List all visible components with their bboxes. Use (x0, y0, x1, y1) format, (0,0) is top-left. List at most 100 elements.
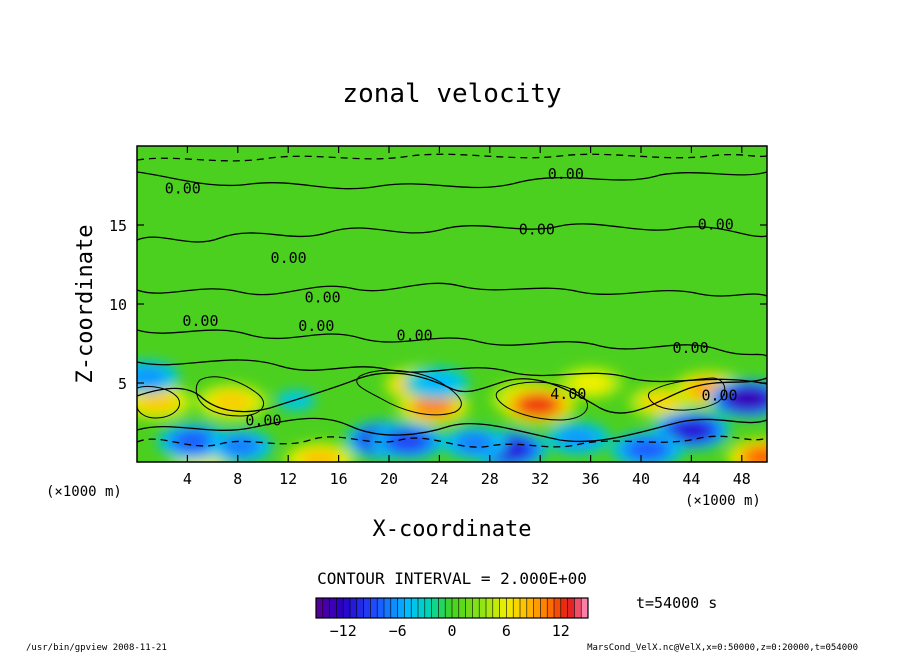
colorbar-segment (581, 598, 589, 618)
colorbar-segment (486, 598, 494, 618)
colorbar-segment (492, 598, 501, 618)
x-tick-label: 44 (682, 470, 700, 488)
colorbar-segment (554, 598, 562, 618)
colorbar-segment (452, 598, 460, 618)
colorbar-segment (574, 598, 582, 618)
colorbar-segment (404, 598, 412, 618)
colorbar-segment (465, 598, 473, 618)
heatmap-cell (174, 431, 214, 452)
contour-label: 0.00 (271, 249, 307, 267)
contour-line (137, 282, 767, 297)
contour-label: 0.00 (548, 165, 584, 183)
colorbar-segment (350, 598, 358, 618)
colorbar-segment (431, 598, 439, 618)
heatmap-cell (211, 391, 252, 413)
contour-label: 0.00 (182, 312, 218, 330)
colorbar-segment (356, 598, 365, 618)
heatmap-cell (571, 372, 611, 394)
heatmap-cell (641, 391, 681, 413)
colorbar-segment (540, 598, 548, 618)
heatmap-cell (744, 446, 767, 462)
contour-line (495, 381, 588, 421)
colorbar-segment (377, 598, 385, 618)
contour-line (137, 385, 180, 419)
contour-label: 0.00 (305, 288, 341, 306)
footer-left: /usr/bin/gpview 2008-11-21 (26, 643, 167, 653)
contour-label: 0.00 (245, 412, 281, 430)
contour-line (647, 377, 726, 411)
plot-area: 0.00 0.00 0.00 0.00 0.00 0.00 0.00 0.00 0.00 0.00… (137, 146, 767, 462)
contour-label: 4.00 (550, 385, 586, 403)
heatmap-cell (300, 450, 340, 462)
colorbar-segment (316, 598, 324, 618)
chart-title: zonal velocity (342, 79, 561, 109)
colorbar-segment (384, 598, 392, 618)
x-tick-label: 36 (582, 470, 600, 488)
contour-line (137, 153, 767, 162)
colorbar-segment (363, 598, 371, 618)
contour-line (137, 329, 767, 357)
heatmap-cell (137, 366, 167, 388)
colorbar-segment (397, 598, 405, 618)
x-tick-label: 16 (330, 470, 348, 488)
colorbar-segment (479, 598, 487, 618)
contour-interval-label: CONTOUR INTERVAL = 2.000E+00 (317, 569, 587, 588)
colorbar-segment (370, 598, 378, 618)
x-tick-label: 12 (279, 470, 297, 488)
x-unit-label-right: (×1000 m) (685, 493, 761, 509)
time-label: t=54000 s (636, 594, 717, 612)
colorbar-segment (472, 598, 480, 618)
footer-right: MarsCond_VelX.nc@VelX,x=0:50000,z=0:2000… (587, 643, 858, 653)
contour-line (137, 171, 767, 190)
x-tick-label: 28 (481, 470, 499, 488)
contour-label: 0.00 (397, 326, 433, 344)
colorbar-tick-label: −6 (389, 622, 407, 640)
y-axis-label: Z-coordinate (73, 225, 98, 384)
heatmap-cell (728, 388, 767, 410)
contour-label: 0.00 (701, 386, 737, 404)
colorbar-segment (329, 598, 337, 618)
heatmap-cell (518, 394, 558, 416)
x-tick-label: 32 (531, 470, 549, 488)
contour-label: 0.00 (165, 179, 201, 197)
colorbar-segment (445, 598, 453, 618)
x-tick-label: 48 (733, 470, 751, 488)
contour-line (137, 417, 767, 443)
colorbar-segment (560, 598, 569, 618)
x-tick-label: 40 (632, 470, 650, 488)
heatmap-cell (455, 432, 495, 454)
heatmap-cell (627, 438, 667, 460)
colorbar-segment (438, 598, 446, 618)
contour-line (137, 359, 767, 385)
contour-label: 0.00 (698, 216, 734, 234)
x-tick-label: 24 (430, 470, 448, 488)
contour-line (137, 223, 767, 243)
colorbar-tick-label: 0 (447, 622, 456, 640)
colorbar-tick-label: 6 (502, 622, 511, 640)
colorbar-segment (418, 598, 426, 618)
colorbar-segment (322, 598, 331, 618)
colorbar-segment (424, 598, 433, 618)
colorbar-segment (499, 598, 507, 618)
y-tick-label: 10 (109, 296, 127, 314)
colorbar-segment (547, 598, 555, 618)
colorbar-segment (390, 598, 399, 618)
colorbar-segment (411, 598, 419, 618)
colorbar-segment (343, 598, 351, 618)
colorbar-segment (336, 598, 344, 618)
colorbar-segment (567, 598, 575, 618)
heatmap-cell (388, 431, 428, 452)
contour-label: 0.00 (298, 317, 334, 335)
colorbar-segment (506, 598, 514, 618)
colorbar-segment (513, 598, 521, 618)
y-tick-label: 15 (109, 217, 127, 235)
x-tick-label: 20 (380, 470, 398, 488)
x-axis-label: X-coordinate (373, 517, 532, 542)
contour-label: 0.00 (519, 220, 555, 238)
contour-line (137, 435, 767, 448)
y-tick-label: 5 (118, 375, 127, 393)
x-tick-label: 4 (183, 470, 192, 488)
heatmap-cell (137, 391, 177, 413)
